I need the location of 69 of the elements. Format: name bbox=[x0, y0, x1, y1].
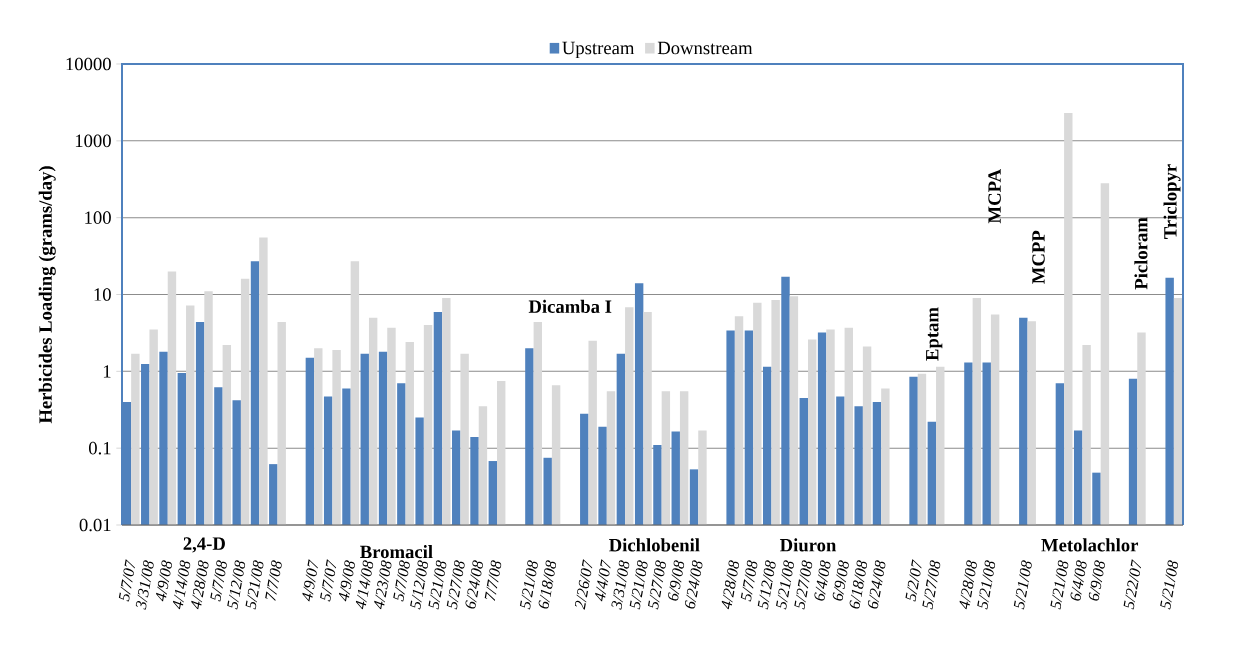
x-tick-label: 6/24/08 bbox=[684, 560, 703, 609]
x-tick-label: 5/21/08 bbox=[428, 560, 447, 610]
y-tick-label: 1 bbox=[103, 365, 111, 378]
x-tick-label: 4/9/08 bbox=[338, 560, 355, 602]
x-tick-label: 5/21/08 bbox=[776, 560, 794, 610]
annotation: Dicamba I bbox=[528, 299, 612, 313]
x-tick-label: 5/21/08 bbox=[519, 560, 538, 610]
x-tick-label: 6/9/08 bbox=[832, 560, 849, 601]
x-tick-label: 5/27/08 bbox=[647, 560, 666, 610]
x-tick-label: 5/21/08 bbox=[977, 560, 996, 610]
y-tick-label: 0.01 bbox=[79, 518, 111, 532]
x-tick-label: 5/7/08 bbox=[393, 560, 410, 602]
x-tick-label: 5/21/08 bbox=[245, 560, 264, 610]
x-tick-label: 4/23/08 bbox=[374, 560, 392, 610]
x-tick-label: 3/31/08 bbox=[611, 560, 630, 610]
x-tick-label: 4/9/07 bbox=[302, 559, 318, 602]
x-tick-label: 4/14/08 bbox=[172, 560, 191, 610]
x-tick-label: 7/7/08 bbox=[265, 560, 282, 601]
x-tick-label: 5/7/08 bbox=[210, 560, 227, 602]
annotation: MCPA bbox=[988, 169, 1001, 224]
x-tick-label: 4/4/07 bbox=[595, 559, 611, 602]
x-tick-label: 3/31/08 bbox=[135, 560, 154, 610]
x-tick-label: 5/12/08 bbox=[757, 560, 776, 610]
x-tick-label: 4/28/08 bbox=[191, 560, 209, 610]
legend-label: Downstream bbox=[657, 41, 753, 55]
y-axis-title: Herbicides Loading (grams/day) bbox=[38, 166, 56, 424]
x-tick-label: 6/24/08 bbox=[867, 560, 886, 609]
x-tick-label: 6/9/08 bbox=[668, 560, 685, 601]
x-tick-label: 5/27/08 bbox=[446, 560, 465, 610]
x-tick-label: 6/18/08 bbox=[538, 560, 557, 609]
x-tick-label: 7/7/08 bbox=[484, 560, 502, 601]
annotation: MCPP bbox=[1032, 230, 1045, 284]
x-tick-label: 5/21/08 bbox=[1050, 560, 1069, 610]
x-tick-label: 5/12/08 bbox=[410, 560, 429, 610]
x-tick-label: 5/27/08 bbox=[794, 560, 813, 610]
text: 2,4-D bbox=[183, 537, 225, 553]
x-tick-label: 4/28/08 bbox=[721, 560, 740, 610]
y-tick-label: 100 bbox=[85, 211, 111, 224]
x-tick-label: 2/26/07 bbox=[574, 559, 593, 610]
x-tick-label: 5/2/07 bbox=[905, 559, 922, 602]
annotation: Triclopyr bbox=[1163, 164, 1181, 239]
text: Metolachlor bbox=[1041, 538, 1139, 552]
x-tick-label: 6/4/08 bbox=[814, 560, 831, 601]
x-tick-label: 5/12/08 bbox=[227, 560, 246, 610]
x-tick-label: 5/7/08 bbox=[740, 560, 758, 602]
x-tick-label: 5/21/08 bbox=[1160, 560, 1179, 610]
y-tick-label: 1000 bbox=[75, 134, 111, 148]
annotation: Picloram bbox=[1134, 217, 1148, 290]
y-tick-label: 10000 bbox=[66, 57, 111, 71]
x-tick-label: 4/9/08 bbox=[156, 560, 172, 602]
x-tick-label: 6/4/08 bbox=[1070, 560, 1087, 601]
annotation: Eptam bbox=[926, 307, 943, 361]
x-tick-label: 6/9/08 bbox=[1088, 560, 1105, 601]
x-tick-label: 5/22/07 bbox=[1123, 559, 1141, 610]
y-tick-label: 0.1 bbox=[88, 441, 111, 455]
x-tick-label: 4/14/08 bbox=[355, 560, 374, 610]
x-tick-label: 5/27/08 bbox=[922, 560, 941, 610]
x-tick-label: 6/18/08 bbox=[849, 560, 868, 609]
y-tick-label: 10 bbox=[94, 288, 111, 301]
x-tick-label: 6/24/08 bbox=[465, 560, 483, 609]
x-tick-label: 4/28/08 bbox=[959, 560, 977, 610]
text: Diuron bbox=[779, 538, 837, 552]
text: Bromacil bbox=[360, 545, 433, 559]
x-tick-label: 5/7/07 bbox=[320, 559, 337, 602]
legend-label: Upstream bbox=[562, 41, 635, 59]
x-tick-label: 5/21/08 bbox=[1013, 560, 1032, 610]
text: Dichlobenil bbox=[609, 538, 700, 552]
x-tick-label: 5/7/07 bbox=[118, 559, 135, 602]
x-tick-label: 5/21/08 bbox=[629, 560, 648, 610]
